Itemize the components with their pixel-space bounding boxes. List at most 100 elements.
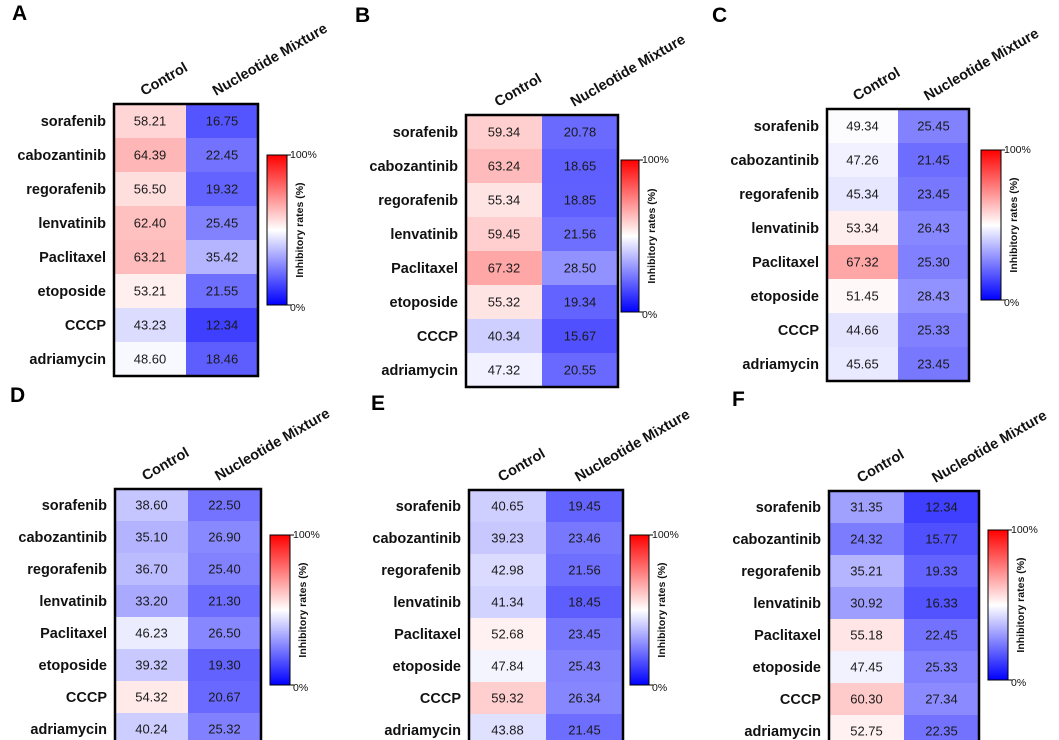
heatmap-cell xyxy=(829,715,904,740)
cell-value-label: 45.34 xyxy=(846,187,879,202)
colorbar xyxy=(269,534,291,686)
row-label: Paclitaxel xyxy=(40,626,107,642)
cell-value-label: 56.50 xyxy=(134,182,167,197)
row-label: etoposide xyxy=(39,658,107,674)
column-label: Control xyxy=(851,65,904,105)
heatmap-cell xyxy=(546,586,623,618)
cell-value-label: 21.30 xyxy=(208,594,241,609)
row-label: etoposide xyxy=(38,284,106,300)
row-label: sorafenib xyxy=(393,125,458,141)
heatmap-cell xyxy=(542,319,618,353)
heatmap-border xyxy=(827,489,981,740)
cell-value-label: 40.65 xyxy=(491,499,524,514)
heatmap-cell xyxy=(466,217,542,251)
heatmap-cell xyxy=(188,681,261,713)
heatmap-cell xyxy=(546,714,623,740)
heatmap-cell xyxy=(829,651,904,683)
row-label: sorafenib xyxy=(756,500,821,516)
row-label: lenvatinib xyxy=(753,596,821,612)
colorbar-max-label: 100% xyxy=(652,529,679,541)
heatmap-cell xyxy=(829,523,904,555)
cell-value-label: 12.34 xyxy=(925,500,958,515)
heatmap-border xyxy=(825,107,971,383)
heatmap-border xyxy=(113,487,263,740)
heatmap-cell xyxy=(469,682,546,714)
heatmap-cell xyxy=(115,521,188,553)
row-label: adriamycin xyxy=(744,724,821,740)
panel-letter: A xyxy=(12,2,27,25)
cell-value-label: 47.84 xyxy=(491,659,524,674)
cell-value-label: 67.32 xyxy=(846,255,879,270)
colorbar-title: Inhibitory rates (%) xyxy=(646,188,658,283)
heatmap-cell xyxy=(546,522,623,554)
cell-value-label: 26.34 xyxy=(568,691,601,706)
row-label: Paclitaxel xyxy=(394,627,461,643)
row-label: CCCP xyxy=(780,692,821,708)
heatmap-cell xyxy=(188,553,261,585)
cell-value-label: 27.34 xyxy=(925,692,958,707)
row-label: Paclitaxel xyxy=(391,261,458,277)
row-label: adriamycin xyxy=(384,723,461,739)
heatmap-cell xyxy=(904,715,979,740)
heatmap-cell xyxy=(829,683,904,715)
cell-value-label: 26.50 xyxy=(208,626,241,641)
row-label: adriamycin xyxy=(29,352,106,368)
row-label: cabozantinib xyxy=(732,532,821,548)
heatmap-cell xyxy=(114,138,186,172)
heatmap-cell xyxy=(186,342,258,376)
cell-value-label: 19.34 xyxy=(564,295,597,310)
colorbar-min-label: 0% xyxy=(1011,677,1026,689)
row-label: cabozantinib xyxy=(369,159,458,175)
heatmap-cell xyxy=(898,143,969,177)
heatmap-cell xyxy=(186,274,258,308)
row-label: adriamycin xyxy=(742,357,819,373)
heatmap-cell xyxy=(114,172,186,206)
heatmap-cell xyxy=(898,313,969,347)
heatmap-cell xyxy=(829,491,904,523)
panel-letter: C xyxy=(712,4,727,27)
heatmap-cell xyxy=(898,245,969,279)
heatmap-cell xyxy=(829,619,904,651)
row-label: Paclitaxel xyxy=(752,255,819,271)
row-label: regorafenib xyxy=(27,562,107,578)
cell-value-label: 28.43 xyxy=(917,289,950,304)
colorbar-title: Inhibitory rates (%) xyxy=(294,182,306,277)
row-label: regorafenib xyxy=(378,193,458,209)
colorbar xyxy=(987,529,1009,681)
cell-value-label: 21.55 xyxy=(206,284,239,299)
cell-value-label: 20.55 xyxy=(564,363,597,378)
cell-value-label: 25.32 xyxy=(208,722,241,737)
heatmap-cell xyxy=(114,274,186,308)
colorbar-max-label: 100% xyxy=(642,154,669,166)
cell-value-label: 38.60 xyxy=(135,498,168,513)
heatmap-cell xyxy=(542,149,618,183)
panel-letter: E xyxy=(371,392,385,415)
heatmap-panel-a: A 58.21 16.75 64.39 22.45 56.50 19.32 62.40 25.4… xyxy=(12,2,330,378)
cell-value-label: 59.45 xyxy=(488,227,521,242)
row-label: CCCP xyxy=(778,323,819,339)
heatmap-cell xyxy=(542,115,618,149)
heatmap-cell xyxy=(827,177,898,211)
heatmap-cell xyxy=(898,109,969,143)
row-label: regorafenib xyxy=(741,564,821,580)
heatmap-cell xyxy=(115,489,188,521)
heatmap-cell xyxy=(542,285,618,319)
heatmap-border xyxy=(464,113,620,389)
cell-value-label: 21.56 xyxy=(564,227,597,242)
heatmap-cell xyxy=(904,683,979,715)
cell-value-label: 52.75 xyxy=(850,724,883,739)
row-label: lenvatinib xyxy=(38,216,106,232)
cell-value-label: 20.67 xyxy=(208,690,241,705)
colorbar xyxy=(629,534,650,686)
row-label: Paclitaxel xyxy=(39,250,106,266)
cell-value-label: 59.32 xyxy=(491,691,524,706)
cell-value-label: 39.23 xyxy=(491,531,524,546)
heatmap-cell xyxy=(115,617,188,649)
cell-value-label: 36.70 xyxy=(135,562,168,577)
heatmap-cell xyxy=(188,521,261,553)
heatmap-cell xyxy=(827,109,898,143)
heatmap-cell xyxy=(904,587,979,619)
row-label: lenvatinib xyxy=(390,227,458,243)
colorbar-max-label: 100% xyxy=(1011,524,1038,536)
